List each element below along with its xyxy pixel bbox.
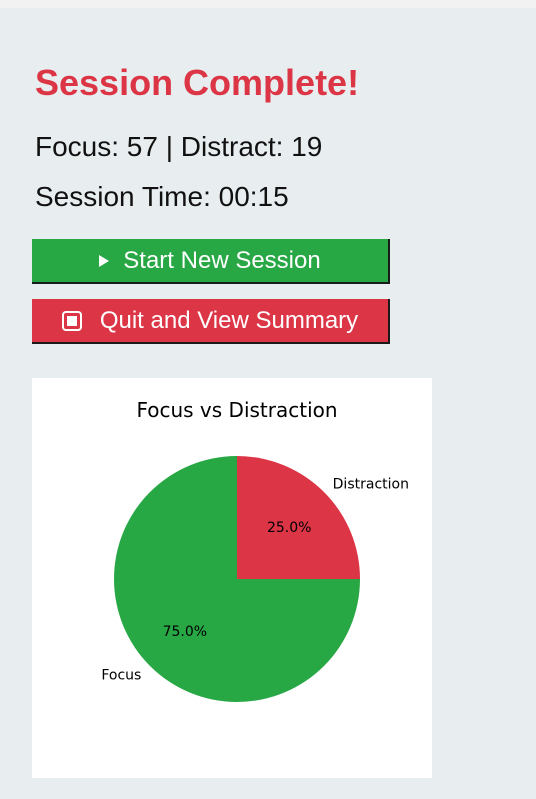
session-stats: Focus: 57 | Distract: 19 [35, 131, 323, 162]
page-title: Session Complete! [35, 62, 360, 103]
session-time: Session Time: 00:15 [35, 181, 289, 212]
pie-category-label-distraction: Distraction [333, 476, 409, 492]
top-strip [0, 0, 536, 8]
pie-chart-svg: Focus vs Distraction 75.0% Focus 25.0% Dist… [101, 398, 409, 702]
play-icon [99, 254, 110, 267]
start-new-session-label: Start New Session [123, 246, 321, 274]
quit-and-view-summary-label: Quit and View Summary [99, 306, 359, 334]
pie-value-label-distraction: 25.0% [267, 520, 311, 536]
pie-category-label-focus: Focus [101, 668, 141, 684]
quit-and-view-summary-button[interactable]: Quit and View Summary [32, 299, 390, 344]
start-new-session-button[interactable]: Start New Session [32, 239, 390, 284]
pie-slice-distraction [237, 456, 360, 579]
pie-value-label-focus: 75.0% [163, 624, 207, 640]
chart-title: Focus vs Distraction [136, 398, 337, 422]
focus-distraction-chart: Focus vs Distraction 75.0% Focus 25.0% Dist… [32, 378, 432, 778]
stop-icon [61, 310, 82, 331]
